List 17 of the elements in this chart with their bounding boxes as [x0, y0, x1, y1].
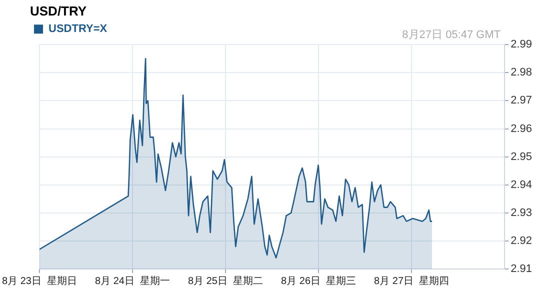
y-tick-label: 2.97 — [510, 94, 532, 107]
y-tick-label: 2.93 — [510, 206, 532, 219]
x-tick-label: 8月 26日 星期三 — [281, 274, 356, 287]
y-tick-label: 2.95 — [510, 150, 532, 163]
y-tick-label: 2.98 — [510, 66, 532, 79]
x-tick-label: 8月 25日 星期二 — [188, 274, 264, 287]
x-tick-label: 8月 24日 星期一 — [95, 274, 170, 287]
x-tick-label: 8月 27日 星期四 — [374, 274, 450, 287]
y-tick-label: 2.96 — [510, 122, 532, 135]
text: 8月27日 05:47 GMT — [402, 29, 501, 42]
y-tick-label: 2.91 — [510, 263, 532, 276]
x-tick-label: 8月 23日 星期日 — [2, 274, 78, 287]
legend-label: USDTRY=X — [48, 23, 108, 36]
y-tick-label: 2.94 — [510, 178, 532, 191]
y-tick-label: 2.92 — [510, 234, 532, 247]
chart-title: USD/TRY — [30, 3, 87, 18]
y-tick-label: 2.99 — [510, 38, 532, 51]
